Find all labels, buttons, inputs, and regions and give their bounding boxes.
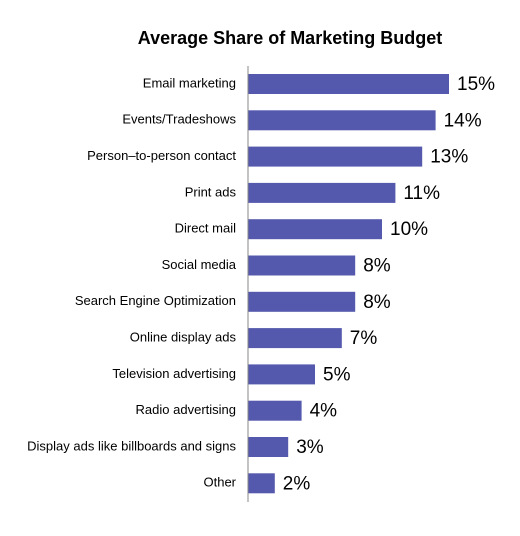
bar — [248, 291, 356, 312]
chart-title: Average Share of Marketing Budget — [137, 28, 443, 48]
bar-group: Online display ads 7% — [130, 328, 378, 349]
bar-group: Search Engine Optimization 8% — [75, 291, 391, 313]
data-label: 11% — [403, 183, 440, 204]
data-label: 8% — [363, 256, 391, 277]
bar — [248, 328, 342, 349]
bar — [248, 182, 396, 203]
bar-group: Television advertising 5% — [112, 364, 351, 385]
category-label: Print ads — [185, 184, 237, 199]
category-label: Email marketing — [143, 75, 236, 90]
bar — [248, 110, 436, 131]
bar-group: Other 2% — [203, 473, 310, 494]
bar-group: Person–to-person contact 13% — [87, 146, 468, 168]
data-label: 8% — [363, 292, 391, 313]
category-label: Social media — [162, 257, 237, 272]
category-label: Television advertising — [112, 366, 236, 381]
bar — [248, 146, 423, 167]
bar-group: Display ads like billboards and signs 3% — [27, 437, 324, 458]
bar — [248, 255, 356, 276]
bar-group: Events/Tradeshows 14% — [122, 110, 482, 131]
category-label: Other — [203, 475, 236, 490]
data-label: 14% — [444, 110, 482, 131]
data-label: 3% — [296, 437, 324, 458]
bar-group: Direct mail 10% — [175, 219, 428, 240]
data-label: 5% — [323, 364, 351, 385]
data-label: 2% — [283, 473, 311, 494]
data-label: 4% — [310, 401, 338, 422]
bar — [248, 437, 289, 457]
category-label: Display ads like billboards and signs — [27, 438, 236, 453]
category-label: Radio advertising — [136, 402, 236, 417]
bar-group: Print ads 11% — [185, 182, 440, 204]
bar — [248, 473, 275, 494]
category-label: Search Engine Optimization — [75, 293, 236, 308]
bar-group: Radio advertising 4% — [136, 400, 338, 422]
bar — [248, 219, 382, 240]
bar-group: Social media 8% — [162, 255, 391, 277]
category-label: Events/Tradeshows — [122, 112, 236, 127]
bar — [248, 74, 449, 94]
data-label: 15% — [457, 74, 495, 95]
data-label: 10% — [390, 219, 428, 240]
category-label: Direct mail — [175, 221, 237, 236]
bar — [248, 400, 302, 421]
data-label: 7% — [350, 328, 378, 349]
bar — [248, 364, 315, 385]
category-label: Online display ads — [130, 330, 237, 345]
bars-layer: Email marketing 15% Events/Tradeshows 14% Pe… — [27, 74, 495, 494]
data-label: 13% — [430, 147, 468, 168]
bar-group: Email marketing 15% — [143, 74, 495, 95]
category-label: Person–to-person contact — [87, 148, 236, 163]
